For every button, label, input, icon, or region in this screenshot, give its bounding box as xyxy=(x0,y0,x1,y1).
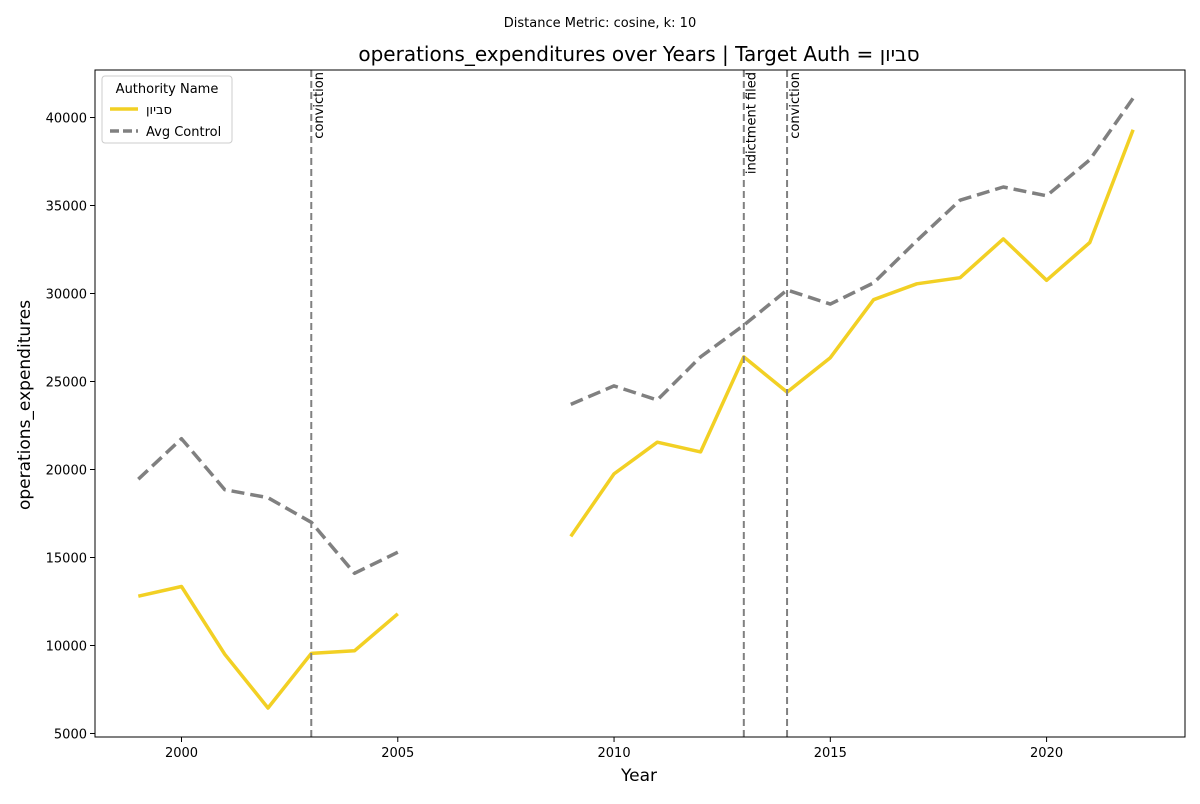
y-tick-label-3: 20000 xyxy=(46,463,87,478)
x-tick-label-4: 2020 xyxy=(1030,746,1063,761)
legend-label-0: סביון xyxy=(146,103,172,118)
chart-title: operations_expenditures over Years | Tar… xyxy=(358,42,919,66)
y-tick-label-4: 25000 xyxy=(46,376,87,391)
legend-title: Authority Name xyxy=(116,82,219,97)
y-tick-label-2: 15000 xyxy=(46,551,87,566)
series-0-segment-0-line xyxy=(137,584,399,710)
event-label-2: conviction xyxy=(788,72,803,139)
y-tick-label-1: 10000 xyxy=(46,639,87,654)
y-tick-label-6: 35000 xyxy=(46,200,87,215)
x-tick-label-3: 2015 xyxy=(814,746,847,761)
y-tick-label-5: 30000 xyxy=(46,288,87,303)
y-axis-label: operations_expenditures xyxy=(15,300,35,510)
series-0-segment-1-line xyxy=(569,129,1135,538)
plot-area: conviction indictment filed conviction 2000… xyxy=(46,69,1186,761)
chart-suptitle: Distance Metric: cosine, k: 10 xyxy=(504,16,696,31)
x-tick-label-0: 2000 xyxy=(165,746,198,761)
x-tick-label-2: 2010 xyxy=(598,746,631,761)
series-1-segment-0-line xyxy=(137,436,399,576)
x-tick-label-1: 2005 xyxy=(381,746,414,761)
series-1-segment-1-line xyxy=(570,97,1135,407)
event-label-0: conviction xyxy=(312,72,327,139)
event-label-1: indictment filed xyxy=(745,72,760,174)
axes-frame xyxy=(94,69,1186,738)
legend-box xyxy=(101,75,233,144)
x-axis-label: Year xyxy=(620,766,657,786)
y-tick-label-7: 40000 xyxy=(46,112,87,127)
y-tick-label-0: 5000 xyxy=(54,727,87,742)
legend-label-1: Avg Control xyxy=(146,125,221,140)
